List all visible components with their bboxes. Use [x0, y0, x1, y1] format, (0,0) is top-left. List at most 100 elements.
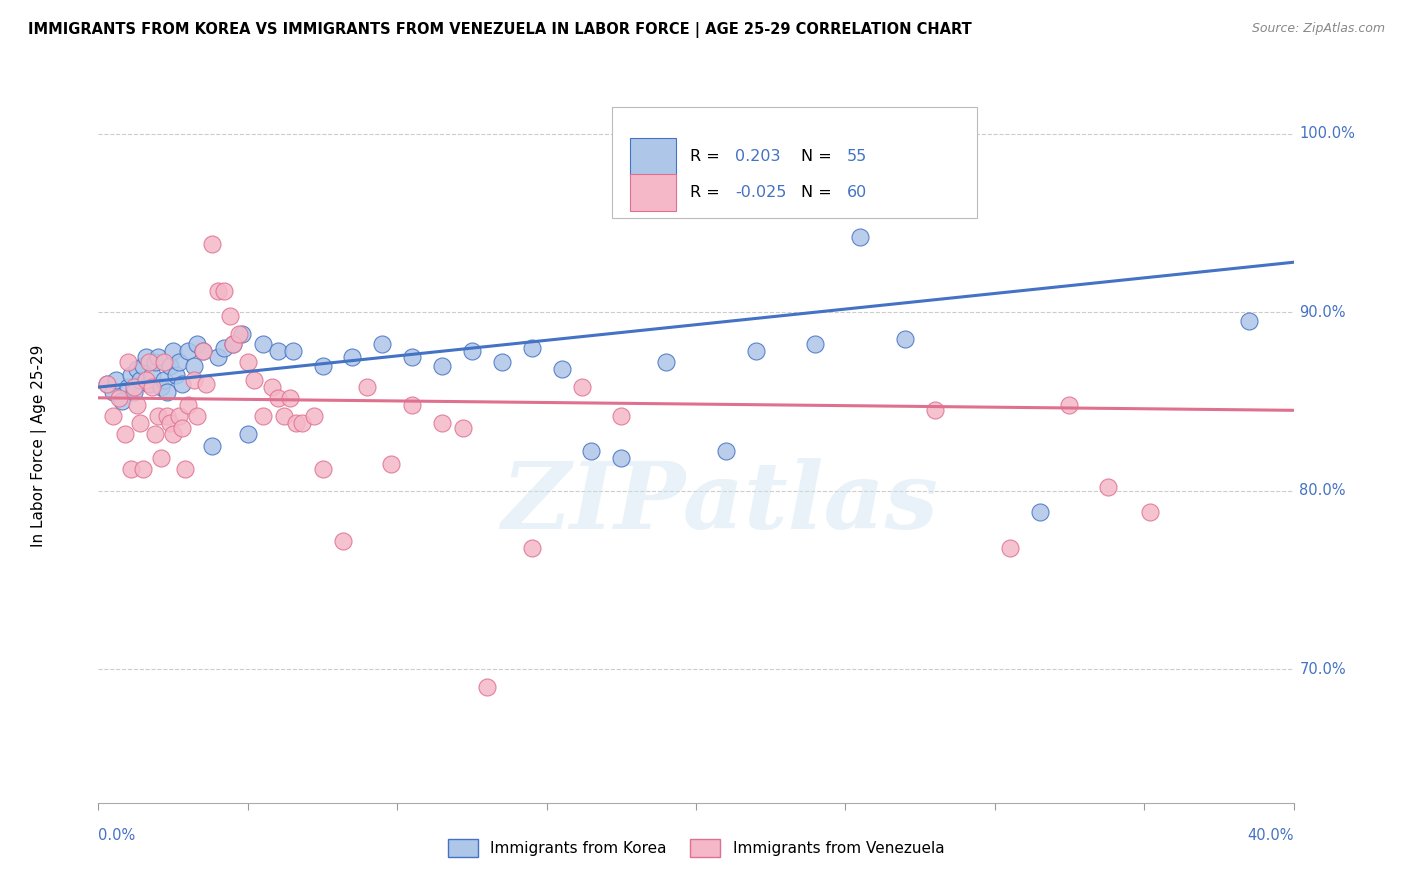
- Point: [124, 385, 146, 400]
- Point: [252, 409, 274, 423]
- Point: [105, 373, 128, 387]
- Point: [201, 439, 224, 453]
- Point: [610, 451, 633, 466]
- Point: [153, 355, 176, 369]
- Point: [610, 409, 633, 423]
- Text: 70.0%: 70.0%: [1299, 662, 1346, 676]
- Text: 100.0%: 100.0%: [1299, 127, 1355, 141]
- Point: [714, 444, 737, 458]
- Point: [186, 337, 208, 351]
- Point: [150, 380, 173, 394]
- Point: [96, 376, 118, 391]
- Point: [342, 350, 364, 364]
- Point: [655, 355, 678, 369]
- Point: [141, 380, 163, 394]
- Point: [143, 355, 166, 369]
- Bar: [630, 174, 676, 211]
- Point: [114, 426, 136, 441]
- Point: [520, 541, 543, 555]
- Point: [571, 380, 593, 394]
- Point: [191, 344, 214, 359]
- Bar: [630, 138, 676, 176]
- Point: [117, 380, 139, 394]
- Point: [461, 344, 484, 359]
- Point: [162, 426, 184, 441]
- Text: 0.0%: 0.0%: [98, 828, 135, 843]
- Point: [177, 398, 200, 412]
- Point: [267, 391, 290, 405]
- Text: Source: ZipAtlas.com: Source: ZipAtlas.com: [1251, 22, 1385, 36]
- Point: [236, 426, 259, 441]
- Point: [1237, 314, 1260, 328]
- Point: [804, 337, 827, 351]
- Point: [451, 421, 474, 435]
- Point: [129, 373, 152, 387]
- Point: [201, 237, 224, 252]
- Point: [156, 385, 179, 400]
- Point: [150, 451, 173, 466]
- Point: [924, 403, 946, 417]
- Point: [311, 462, 333, 476]
- Point: [148, 409, 170, 423]
- Point: [120, 462, 142, 476]
- Point: [260, 380, 283, 394]
- Point: [520, 341, 543, 355]
- Point: [138, 355, 160, 369]
- Point: [129, 416, 152, 430]
- Text: In Labor Force | Age 25-29: In Labor Force | Age 25-29: [31, 345, 46, 547]
- Point: [207, 284, 229, 298]
- Text: R =: R =: [690, 150, 725, 164]
- Point: [159, 359, 181, 373]
- Point: [267, 344, 290, 359]
- Point: [138, 376, 160, 391]
- Point: [894, 332, 917, 346]
- Point: [143, 426, 166, 441]
- Point: [371, 337, 394, 351]
- Point: [745, 344, 768, 359]
- Point: [1097, 480, 1119, 494]
- Point: [156, 409, 179, 423]
- Point: [1059, 398, 1081, 412]
- Point: [401, 398, 423, 412]
- Point: [124, 380, 146, 394]
- Point: [243, 373, 266, 387]
- Point: [953, 180, 976, 194]
- Point: [108, 391, 131, 405]
- Point: [332, 533, 354, 548]
- Point: [581, 444, 603, 458]
- Point: [1028, 505, 1050, 519]
- FancyBboxPatch shape: [612, 107, 977, 218]
- Text: 55: 55: [846, 150, 868, 164]
- Point: [401, 350, 423, 364]
- Point: [311, 359, 333, 373]
- Point: [117, 355, 139, 369]
- Point: [135, 373, 157, 387]
- Text: R =: R =: [690, 186, 725, 200]
- Point: [120, 368, 142, 382]
- Point: [167, 409, 190, 423]
- Legend: Immigrants from Korea, Immigrants from Venezuela: Immigrants from Korea, Immigrants from V…: [441, 833, 950, 863]
- Point: [222, 337, 245, 351]
- Point: [165, 368, 187, 382]
- Point: [252, 337, 274, 351]
- Point: [998, 541, 1021, 555]
- Text: N =: N =: [801, 150, 837, 164]
- Point: [236, 355, 259, 369]
- Point: [153, 373, 176, 387]
- Point: [212, 341, 235, 355]
- Text: 0.203: 0.203: [735, 150, 780, 164]
- Point: [172, 376, 194, 391]
- Point: [103, 385, 125, 400]
- Point: [430, 416, 453, 430]
- Point: [207, 350, 229, 364]
- Point: [219, 309, 242, 323]
- Point: [475, 680, 498, 694]
- Point: [228, 326, 250, 341]
- Text: 60: 60: [846, 186, 868, 200]
- Text: 90.0%: 90.0%: [1299, 305, 1346, 319]
- Point: [132, 359, 155, 373]
- Point: [491, 355, 513, 369]
- Point: [356, 380, 378, 394]
- Text: 40.0%: 40.0%: [1247, 828, 1294, 843]
- Point: [430, 359, 453, 373]
